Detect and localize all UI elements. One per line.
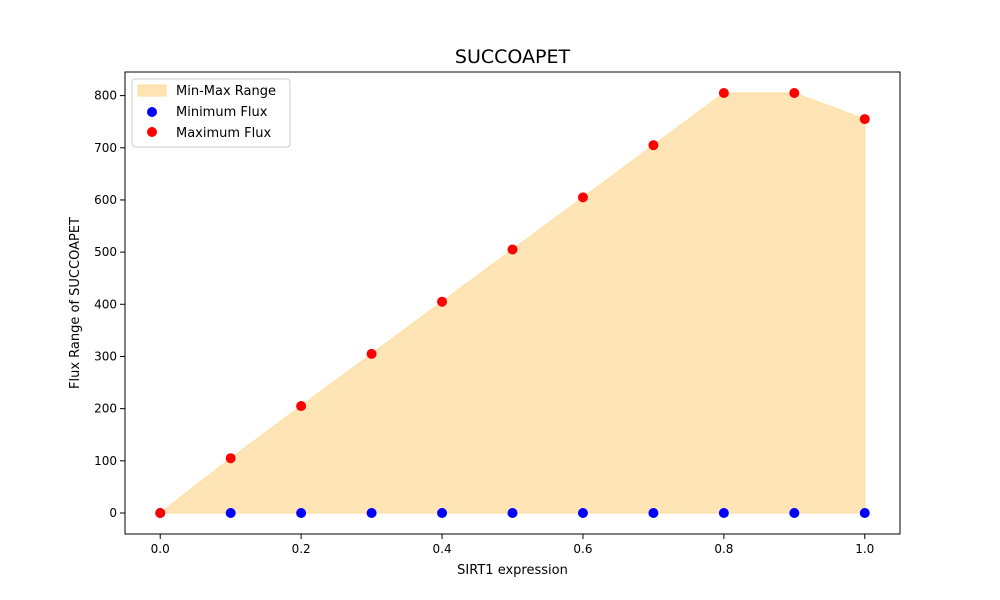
x-axis-label: SIRT1 expression <box>457 563 568 578</box>
minimum-flux-point-4 <box>437 508 448 518</box>
plot-frame <box>124 71 901 535</box>
x-tick-label-0-6: 0.6 <box>573 542 592 556</box>
maximum-flux-point-1 <box>225 453 236 464</box>
y-axis: 0 100 200 300 400 500 600 700 800 <box>94 89 125 520</box>
legend-swatch-min-max-range <box>137 84 167 97</box>
min-max-range-area <box>158 92 866 514</box>
minimum-flux-points <box>155 508 870 518</box>
maximum-flux-point-8 <box>718 88 729 98</box>
legend-marker-minimum-flux <box>147 107 157 117</box>
legend-label-min-max-range: Min-Max Range <box>176 84 276 99</box>
y-tick-label-200: 200 <box>94 402 117 416</box>
minimum-flux-point-2 <box>296 508 307 518</box>
minimum-flux-point-5 <box>507 508 518 518</box>
y-tick-label-800: 800 <box>94 89 117 103</box>
y-axis-label: Flux Range of SUCCOAPET <box>68 217 83 389</box>
x-axis: 0.0 0.2 0.4 0.6 0.8 1.0 <box>151 534 874 556</box>
x-tick-label-0-4: 0.4 <box>433 542 452 556</box>
maximum-flux-point-0 <box>155 508 166 518</box>
y-tick-label-700: 700 <box>94 141 117 155</box>
legend-label-minimum-flux: Minimum Flux <box>176 105 268 120</box>
minimum-flux-point-3 <box>366 508 377 518</box>
minimum-flux-point-6 <box>577 508 588 518</box>
legend-box <box>131 78 291 148</box>
x-tick-label-0-2: 0.2 <box>292 542 311 556</box>
x-tick-label-1: 1.0 <box>855 542 874 556</box>
maximum-flux-point-4 <box>437 296 448 307</box>
minimum-flux-point-9 <box>789 508 800 518</box>
maximum-flux-point-5 <box>507 244 518 255</box>
y-tick-label-100: 100 <box>94 454 117 468</box>
legend-label-maximum-flux: Maximum Flux <box>176 126 272 141</box>
y-tick-label-300: 300 <box>94 349 117 363</box>
y-tick-label-600: 600 <box>94 193 117 207</box>
minimum-flux-point-10 <box>859 508 870 518</box>
legend-marker-maximum-flux <box>147 127 157 137</box>
x-tick-label-0-8: 0.8 <box>714 542 733 556</box>
maximum-flux-point-9 <box>789 88 800 98</box>
legend: Min-Max Range Minimum Flux Maximum Flux <box>131 78 291 148</box>
maximum-flux-point-3 <box>366 348 377 359</box>
minimum-flux-point-7 <box>648 508 659 518</box>
maximum-flux-point-2 <box>296 401 307 412</box>
x-tick-label-0: 0.0 <box>151 542 170 556</box>
y-tick-label-400: 400 <box>94 297 117 311</box>
maximum-flux-point-10 <box>859 114 870 125</box>
y-tick-label-0: 0 <box>109 506 117 520</box>
minimum-flux-point-8 <box>718 508 729 518</box>
plot-area <box>155 88 870 518</box>
maximum-flux-points <box>155 88 870 518</box>
y-tick-label-500: 500 <box>94 245 117 259</box>
maximum-flux-point-6 <box>577 192 588 203</box>
area-layer <box>158 92 866 514</box>
minimum-flux-point-1 <box>225 508 236 518</box>
chart-title: SUCCOAPET <box>455 46 571 68</box>
maximum-flux-point-7 <box>648 140 659 151</box>
